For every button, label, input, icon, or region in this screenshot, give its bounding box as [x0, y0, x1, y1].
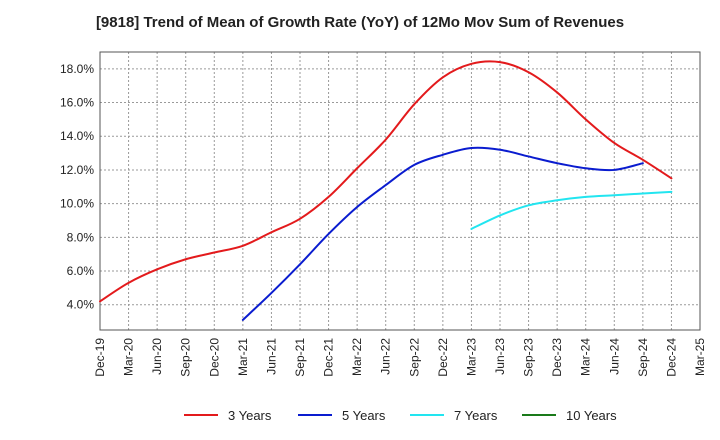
x-tick-label: Jun-20 [150, 338, 164, 375]
legend: 3 Years 5 Years 7 Years 10 Years [0, 404, 720, 426]
legend-label-10-years: 10 Years [566, 407, 617, 423]
x-tick-label: Dec-24 [664, 338, 678, 377]
x-tick-label: Mar-22 [350, 338, 364, 376]
x-axis-ticks: Dec-19 Mar-20 Jun-20 Sep-20 Dec-20 Mar-21 Jun-… [93, 338, 707, 377]
x-tick-label: Mar-24 [579, 338, 593, 376]
plot-area [99, 51, 701, 331]
legend-item-7-years: 7 Years [410, 404, 497, 426]
x-tick-label: Sep-22 [407, 338, 421, 377]
y-tick-label: 6.0% [67, 264, 95, 278]
y-tick-label: 10.0% [60, 197, 94, 211]
x-tick-label: Jun-22 [379, 338, 393, 375]
y-tick-label: 16.0% [60, 96, 94, 110]
legend-item-10-years: 10 Years [522, 404, 617, 426]
legend-label-3-years: 3 Years [228, 407, 272, 423]
x-tick-label: Dec-22 [436, 338, 450, 377]
legend-swatch-5-years [298, 414, 332, 416]
y-tick-label: 14.0% [60, 129, 94, 143]
legend-swatch-7-years [410, 414, 444, 416]
x-tick-label: Dec-20 [207, 338, 221, 377]
x-tick-label: Dec-21 [322, 338, 336, 377]
x-tick-label: Mar-23 [464, 338, 478, 376]
x-tick-label: Sep-21 [293, 338, 307, 377]
chart-title: [9818] Trend of Mean of Growth Rate (YoY… [95, 14, 625, 31]
legend-swatch-3-years [184, 414, 218, 416]
series-line-7-years [470, 190, 673, 230]
legend-item-5-years: 5 Years [298, 404, 385, 426]
x-tick-label: Jun-21 [264, 338, 278, 375]
x-tick-label: Sep-20 [179, 338, 193, 377]
x-tick-label: Mar-21 [236, 338, 250, 376]
x-tick-label: Jun-23 [493, 338, 507, 375]
grid [100, 52, 700, 330]
y-tick-label: 12.0% [60, 163, 94, 177]
x-tick-label: Sep-24 [636, 338, 650, 377]
y-axis-ticks: 4.0% 6.0% 8.0% 10.0% 12.0% 14.0% 16.0% 18.0% [60, 62, 94, 312]
y-tick-label: 4.0% [67, 298, 95, 312]
legend-label-5-years: 5 Years [342, 407, 386, 423]
series-line-3-years [99, 60, 673, 303]
series-lines [99, 60, 673, 321]
series-line-5-years [241, 146, 644, 321]
x-tick-label: Sep-23 [522, 338, 536, 377]
legend-swatch-10-years [522, 414, 556, 416]
x-tick-label: Dec-19 [93, 338, 107, 377]
x-tick-label: Mar-20 [122, 338, 136, 376]
y-tick-label: 18.0% [60, 62, 94, 76]
x-tick-label: Mar-25 [693, 338, 707, 376]
legend-label-7-years: 7 Years [454, 407, 498, 423]
y-tick-label: 8.0% [67, 230, 95, 244]
x-tick-label: Jun-24 [607, 338, 621, 375]
x-tick-label: Dec-23 [550, 338, 564, 377]
legend-item-3-years: 3 Years [184, 404, 271, 426]
